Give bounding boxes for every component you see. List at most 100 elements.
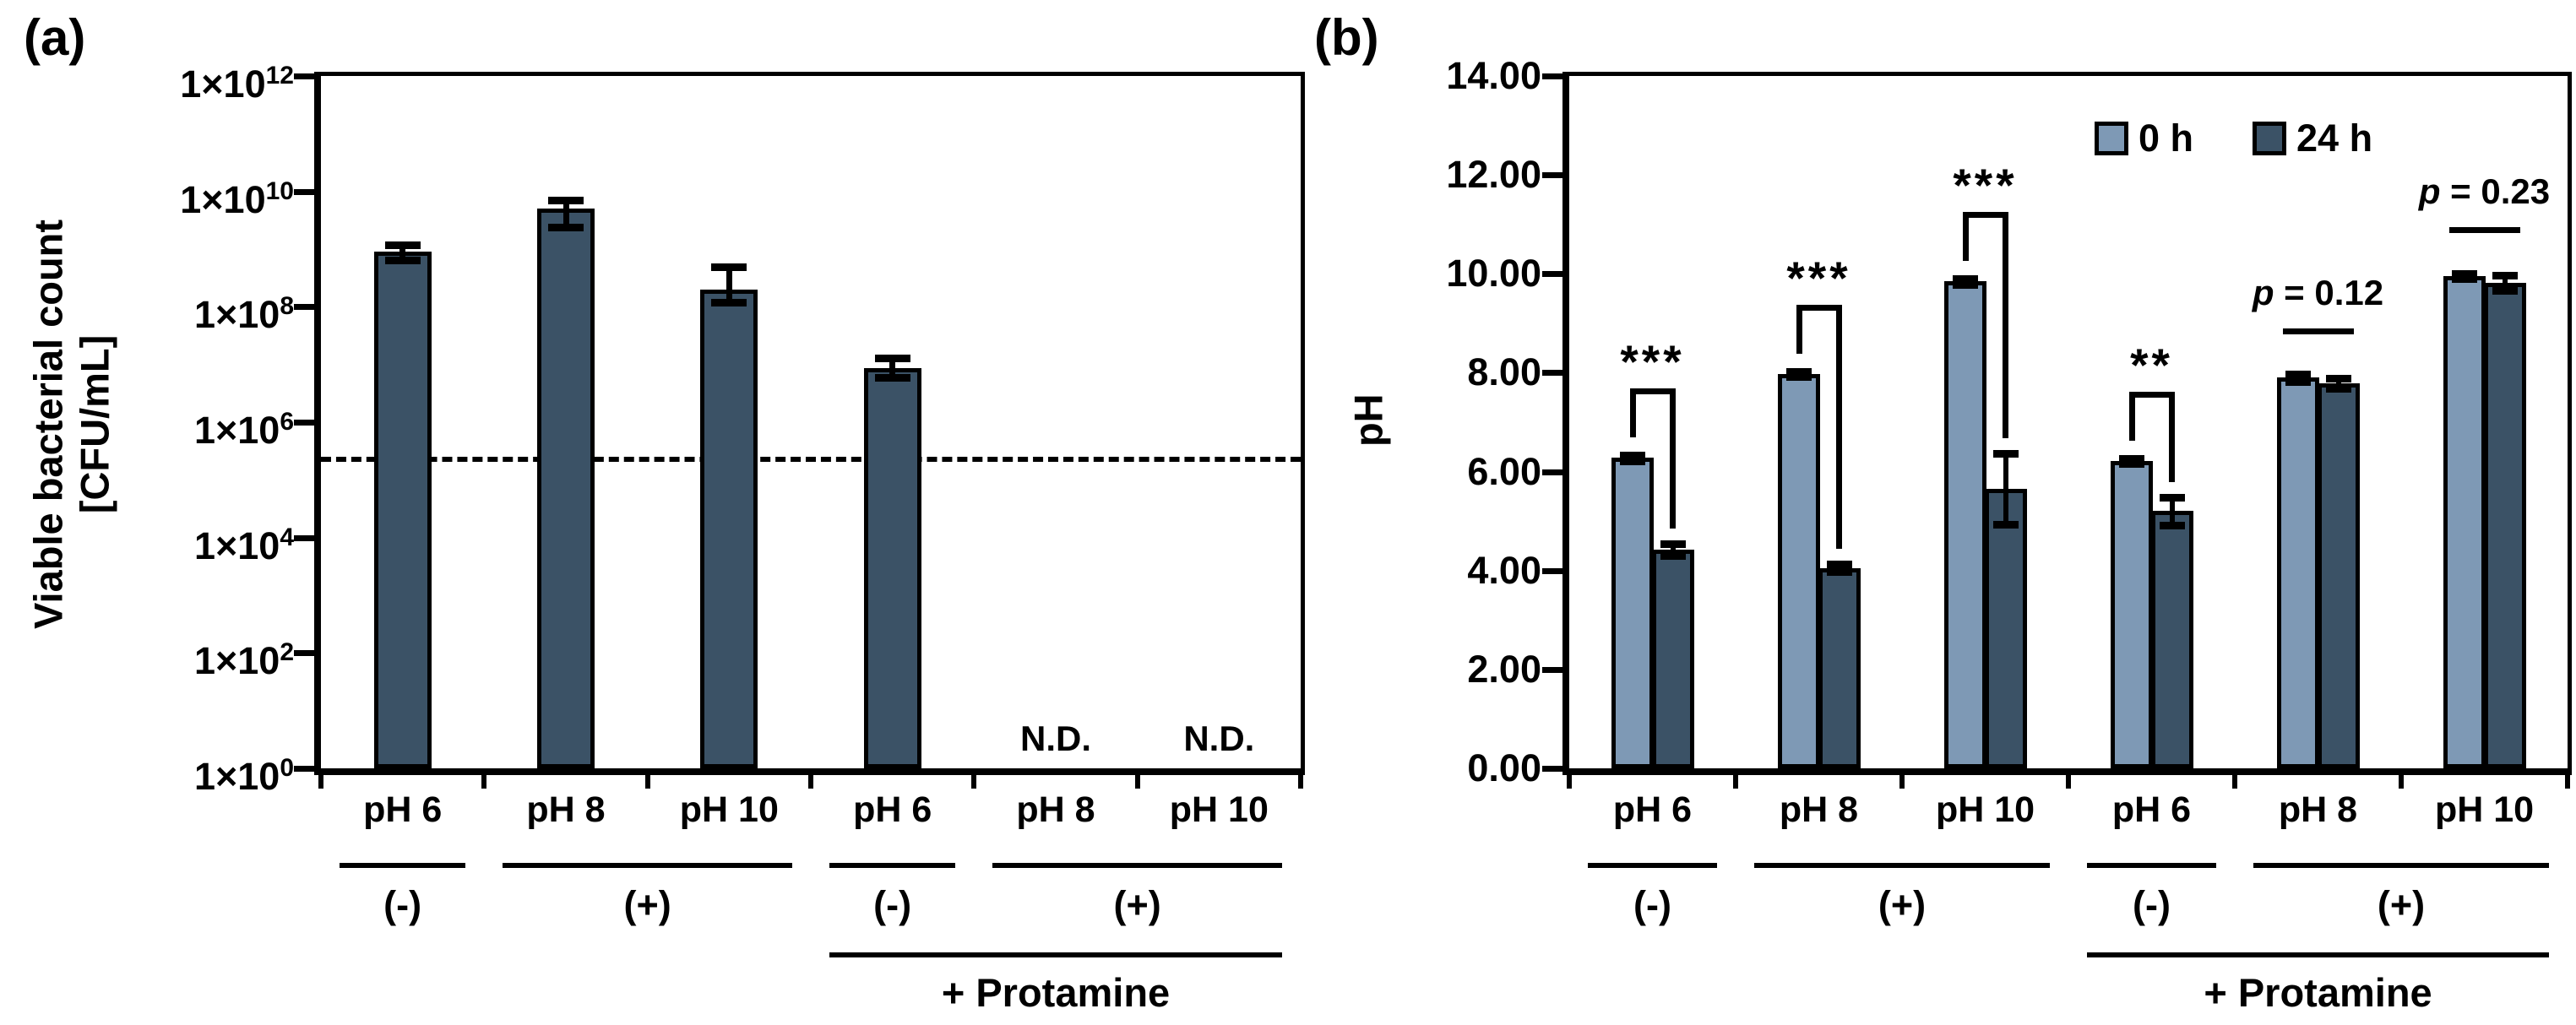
- group-label: (-): [383, 883, 422, 926]
- sig-bracket-horizontal: [1962, 212, 2008, 219]
- group-label: (+): [1878, 883, 1927, 926]
- x-axis-tick: [644, 775, 650, 789]
- x-axis-tick: [1134, 775, 1140, 789]
- y-tick-label: 4.00: [1467, 548, 1541, 592]
- group-underline: [503, 863, 792, 868]
- error-bar-24h-whisker: [2003, 453, 2008, 525]
- x-axis-tick: [2066, 775, 2071, 789]
- y-tick-label: 1×104: [193, 523, 294, 567]
- group-label: (-): [2133, 883, 2171, 926]
- panel-a-y-axis-title-line1: Viable bacterial count: [25, 219, 71, 629]
- x-axis-tick: [318, 775, 323, 789]
- x-category-label: pH 8: [1779, 789, 1859, 830]
- y-axis-tick: [294, 188, 314, 195]
- bar-0h-2: [1943, 281, 1986, 768]
- bar-24h-2: [1984, 489, 2027, 768]
- y-axis-tick: [1542, 271, 1562, 278]
- legend-item-24h: 24 h: [2253, 117, 2372, 160]
- sig-bracket-horizontal: [2128, 391, 2175, 398]
- x-axis-tick: [2399, 775, 2404, 789]
- y-tick-label: 1×1012: [180, 62, 294, 106]
- y-tick-label: 14.00: [1446, 54, 1541, 97]
- sig-bracket-left-leg: [1796, 305, 1802, 355]
- panel-a-letter: (a): [24, 9, 86, 66]
- plot-right-border: [2568, 72, 2572, 775]
- x-axis-tick: [1567, 775, 1572, 789]
- y-tick-label: 1×1010: [180, 176, 294, 221]
- error-bar-cap-bottom: [548, 224, 584, 232]
- supergroup-label: + Protamine: [2204, 970, 2432, 1015]
- error-bar-0h-cap-bottom: [1952, 280, 1978, 289]
- x-category-label: pH 6: [2111, 789, 2192, 830]
- error-bar-0h-cap-top: [1785, 368, 1812, 377]
- y-axis-tick: [1542, 766, 1562, 772]
- error-bar-cap-top: [384, 241, 421, 249]
- y-axis-line: [1562, 72, 1569, 775]
- y-tick-label: 2.00: [1467, 647, 1541, 691]
- error-bar-0h-cap-top: [1619, 451, 1645, 459]
- y-axis-tick: [294, 650, 314, 657]
- legend-swatch-24h: [2253, 122, 2287, 155]
- error-bar-whisker: [726, 266, 732, 302]
- x-axis-tick: [1899, 775, 1905, 789]
- x-category-label: pH 6: [853, 789, 932, 830]
- error-bar-cap-bottom: [384, 256, 421, 264]
- y-tick-exponent: 2: [280, 638, 294, 667]
- x-axis-line: [314, 768, 1305, 775]
- not-detected-label: N.D.: [1020, 719, 1091, 758]
- not-detected-label: N.D.: [1183, 719, 1255, 758]
- x-axis-tick: [2565, 775, 2570, 789]
- error-bar-cap-top: [548, 197, 584, 205]
- y-tick-exponent: 10: [265, 176, 294, 205]
- group-underline: [1754, 863, 2050, 868]
- plot-right-border: [1301, 72, 1305, 775]
- group-label: (-): [873, 883, 912, 926]
- error-bar-24h-cap-top: [2492, 272, 2518, 280]
- legend-swatch-0h: [2095, 122, 2128, 155]
- x-axis-tick: [808, 775, 813, 789]
- error-bar-24h-whisker: [1670, 544, 1676, 556]
- sig-bracket-right-leg: [1669, 388, 1676, 529]
- error-bar-whisker: [399, 244, 406, 260]
- group-underline: [2253, 863, 2549, 868]
- x-category-label: pH 10: [2434, 789, 2535, 830]
- y-tick-label: 1×102: [193, 638, 294, 683]
- bar-24h-0: [1651, 550, 1694, 768]
- bar-ph8-1: [537, 209, 595, 768]
- significance-stars: ***: [1620, 335, 1685, 388]
- bar-24h-4: [2317, 383, 2360, 768]
- bar-0h-5: [2443, 276, 2486, 768]
- bar-0h-0: [1611, 458, 1654, 768]
- error-bar-24h-cap-bottom: [1992, 521, 2019, 529]
- error-bar-24h-cap-bottom: [1826, 568, 1852, 577]
- y-axis-tick: [294, 534, 314, 541]
- y-axis-tick: [1542, 172, 1562, 179]
- sig-bracket-left-leg: [1629, 388, 1636, 438]
- error-bar-0h-cap-top: [2451, 270, 2477, 279]
- bar-24h-1: [1818, 567, 1861, 768]
- group-underline: [992, 863, 1282, 868]
- error-bar-cap-bottom: [874, 373, 910, 382]
- error-bar-24h-whisker: [2502, 275, 2508, 290]
- bar-24h-3: [2150, 511, 2193, 768]
- error-bar-cap-top: [874, 354, 910, 362]
- group-label: (-): [1633, 883, 1671, 926]
- group-underline: [340, 863, 466, 868]
- x-category-label: pH 8: [526, 789, 606, 830]
- x-category-label: pH 10: [679, 789, 779, 830]
- error-bar-24h-cap-bottom: [2492, 286, 2518, 295]
- pvalue-underline: [2448, 227, 2520, 234]
- y-tick-label: 12.00: [1446, 153, 1541, 197]
- error-bar-24h-cap-bottom: [1660, 552, 1686, 561]
- plot-top-border: [314, 72, 1305, 76]
- error-bar-whisker: [562, 200, 569, 228]
- x-axis-tick: [1298, 775, 1303, 789]
- y-axis-tick: [1542, 370, 1562, 377]
- x-category-label: pH 10: [1169, 789, 1269, 830]
- error-bar-24h-cap-top: [1992, 449, 2019, 458]
- significance-stars: ***: [1786, 252, 1851, 305]
- y-axis-tick: [1542, 567, 1562, 574]
- sig-bracket-left-leg: [2128, 391, 2135, 441]
- sig-bracket-right-leg: [2002, 212, 2008, 438]
